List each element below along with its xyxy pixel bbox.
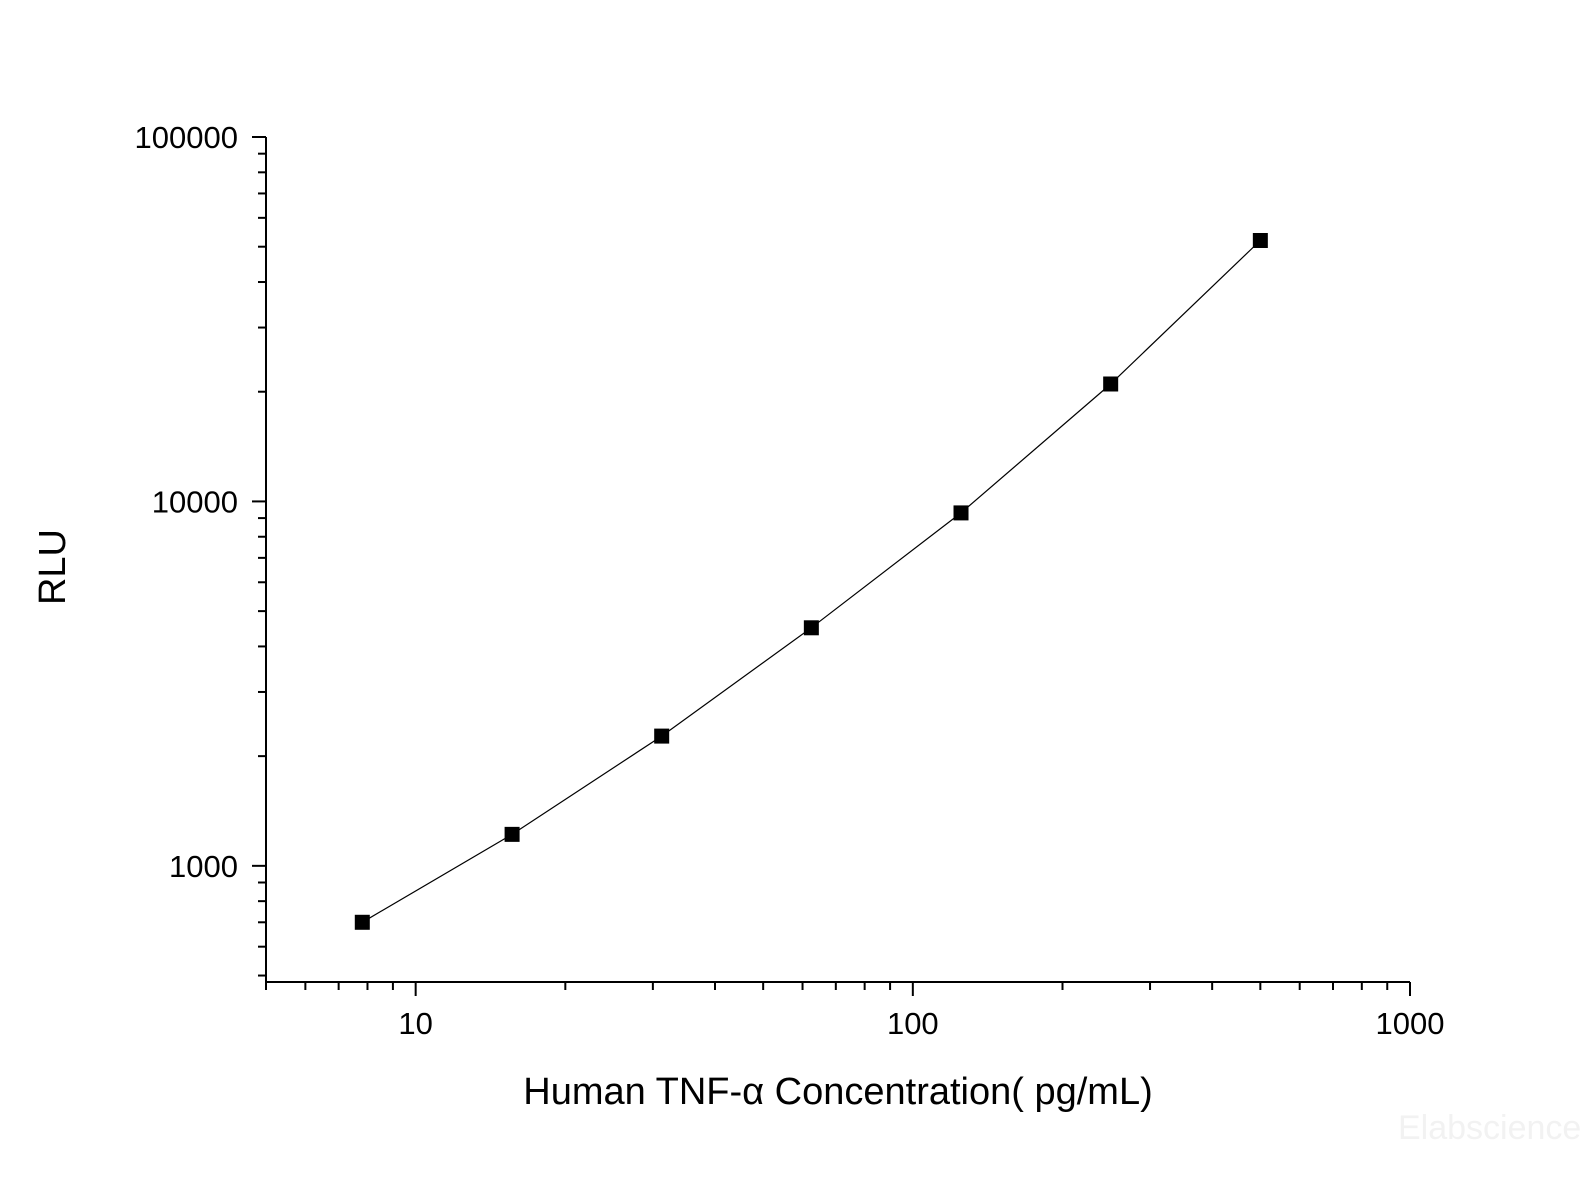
axes: 10 100 1000 1000 10000 100000 [135,120,1445,1041]
data-point-marker [1252,232,1268,248]
y-axis-title: RLU [32,529,74,605]
series-layer [354,232,1268,930]
watermark-text: Elabscience [1398,1109,1581,1147]
data-point-marker [354,914,370,930]
x-axis-ticks: 10 100 1000 [265,982,1445,1041]
x-tick-label: 10 [398,1006,432,1041]
x-tick-label: 1000 [1376,1006,1445,1041]
data-point-marker [654,728,670,744]
y-tick-label: 10000 [152,484,238,519]
y-tick-label: 1000 [169,849,238,884]
x-axis-title: Human TNF-α Concentration( pg/mL) [523,1071,1153,1113]
y-axis-ticks: 1000 10000 100000 [135,120,266,977]
series-line [361,240,1261,923]
x-tick-label: 100 [887,1006,939,1041]
data-point-marker [803,620,819,636]
y-tick-label: 100000 [135,120,238,155]
data-point-marker [1103,376,1119,392]
data-point-marker [504,826,520,842]
data-point-marker [953,505,969,521]
